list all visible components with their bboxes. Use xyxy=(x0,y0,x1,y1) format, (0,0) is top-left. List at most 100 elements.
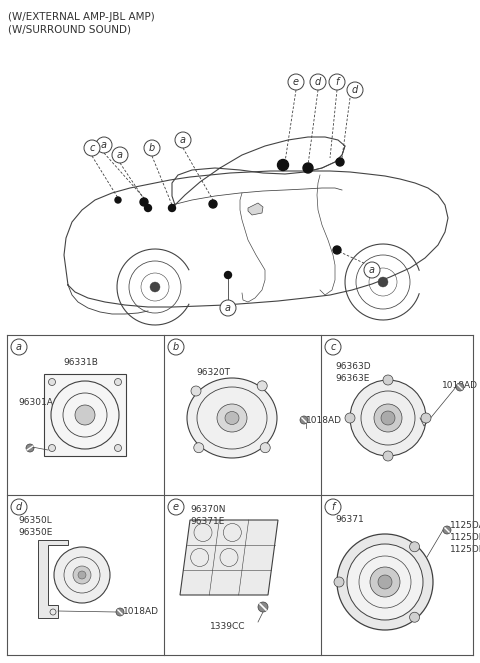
Circle shape xyxy=(258,602,268,612)
Circle shape xyxy=(336,158,344,166)
Circle shape xyxy=(150,282,160,292)
Circle shape xyxy=(257,381,267,391)
Text: 1125DN: 1125DN xyxy=(450,533,480,542)
Text: 96370N: 96370N xyxy=(190,505,226,514)
Text: d: d xyxy=(352,85,358,95)
Text: (W/EXTERNAL AMP-JBL AMP): (W/EXTERNAL AMP-JBL AMP) xyxy=(8,12,155,22)
Circle shape xyxy=(383,375,393,385)
Text: d: d xyxy=(315,77,321,87)
Circle shape xyxy=(378,575,392,589)
Circle shape xyxy=(364,262,380,278)
Circle shape xyxy=(347,544,423,620)
Text: b: b xyxy=(149,143,155,153)
Circle shape xyxy=(260,443,270,453)
Circle shape xyxy=(374,404,402,432)
Circle shape xyxy=(84,140,100,156)
Circle shape xyxy=(144,204,152,211)
Circle shape xyxy=(409,612,420,623)
Circle shape xyxy=(116,608,124,616)
Circle shape xyxy=(191,386,201,396)
Circle shape xyxy=(112,147,128,163)
Circle shape xyxy=(443,526,451,534)
Text: 96331B: 96331B xyxy=(63,358,98,367)
Circle shape xyxy=(334,577,344,587)
Circle shape xyxy=(115,197,121,203)
Circle shape xyxy=(78,571,86,579)
Text: a: a xyxy=(16,342,22,352)
Circle shape xyxy=(11,339,27,355)
Text: d: d xyxy=(16,502,22,512)
Circle shape xyxy=(11,499,27,515)
Circle shape xyxy=(288,74,304,90)
Text: 1018AD: 1018AD xyxy=(123,607,159,616)
Text: e: e xyxy=(173,502,179,512)
Text: f: f xyxy=(336,77,339,87)
Ellipse shape xyxy=(217,404,247,432)
Text: 1125DA: 1125DA xyxy=(450,521,480,530)
Circle shape xyxy=(381,411,395,425)
Circle shape xyxy=(73,566,91,584)
Text: e: e xyxy=(293,77,299,87)
Circle shape xyxy=(26,444,34,452)
Text: 96371: 96371 xyxy=(335,515,364,524)
Polygon shape xyxy=(180,520,278,595)
Text: 96301A: 96301A xyxy=(18,398,53,407)
Circle shape xyxy=(350,380,426,456)
Circle shape xyxy=(370,567,400,597)
Text: 1018AD: 1018AD xyxy=(442,381,478,390)
Ellipse shape xyxy=(225,412,239,424)
Circle shape xyxy=(144,140,160,156)
Text: a: a xyxy=(101,140,107,150)
Polygon shape xyxy=(248,203,263,215)
Text: c: c xyxy=(89,143,95,153)
Text: 1018AD: 1018AD xyxy=(306,416,342,425)
Circle shape xyxy=(409,542,420,552)
Circle shape xyxy=(378,277,388,287)
Text: 96363D: 96363D xyxy=(335,362,371,371)
Polygon shape xyxy=(38,540,68,618)
Circle shape xyxy=(168,204,176,211)
Text: a: a xyxy=(225,303,231,313)
Circle shape xyxy=(325,499,341,515)
Text: a: a xyxy=(369,265,375,275)
Circle shape xyxy=(115,379,121,385)
Circle shape xyxy=(75,405,95,425)
Circle shape xyxy=(333,246,341,254)
Text: 96363E: 96363E xyxy=(335,374,370,383)
Circle shape xyxy=(310,74,326,90)
Circle shape xyxy=(300,416,308,424)
Text: b: b xyxy=(173,342,179,352)
Circle shape xyxy=(168,339,184,355)
Text: 1339CC: 1339CC xyxy=(210,622,245,631)
Circle shape xyxy=(303,163,313,173)
Text: c: c xyxy=(330,342,336,352)
Text: 1125DB: 1125DB xyxy=(450,545,480,554)
Circle shape xyxy=(421,413,431,423)
Circle shape xyxy=(225,272,231,278)
Circle shape xyxy=(329,74,345,90)
Circle shape xyxy=(220,300,236,316)
Circle shape xyxy=(175,132,191,148)
Circle shape xyxy=(325,339,341,355)
Circle shape xyxy=(168,499,184,515)
Text: f: f xyxy=(331,502,335,512)
Circle shape xyxy=(383,451,393,461)
Circle shape xyxy=(345,413,355,423)
Circle shape xyxy=(48,379,56,385)
Circle shape xyxy=(48,444,56,452)
Circle shape xyxy=(115,444,121,452)
Circle shape xyxy=(347,82,363,98)
Text: a: a xyxy=(180,135,186,145)
Text: 96371E: 96371E xyxy=(190,517,224,526)
Circle shape xyxy=(337,534,433,630)
Circle shape xyxy=(194,443,204,453)
Circle shape xyxy=(456,383,464,391)
Text: (W/SURROUND SOUND): (W/SURROUND SOUND) xyxy=(8,24,131,34)
Text: 96350L: 96350L xyxy=(18,516,52,525)
Text: 96320T: 96320T xyxy=(196,368,230,377)
Ellipse shape xyxy=(187,378,277,458)
Circle shape xyxy=(96,137,112,153)
Text: a: a xyxy=(117,150,123,160)
Text: 96350E: 96350E xyxy=(18,528,52,537)
Circle shape xyxy=(140,198,148,206)
